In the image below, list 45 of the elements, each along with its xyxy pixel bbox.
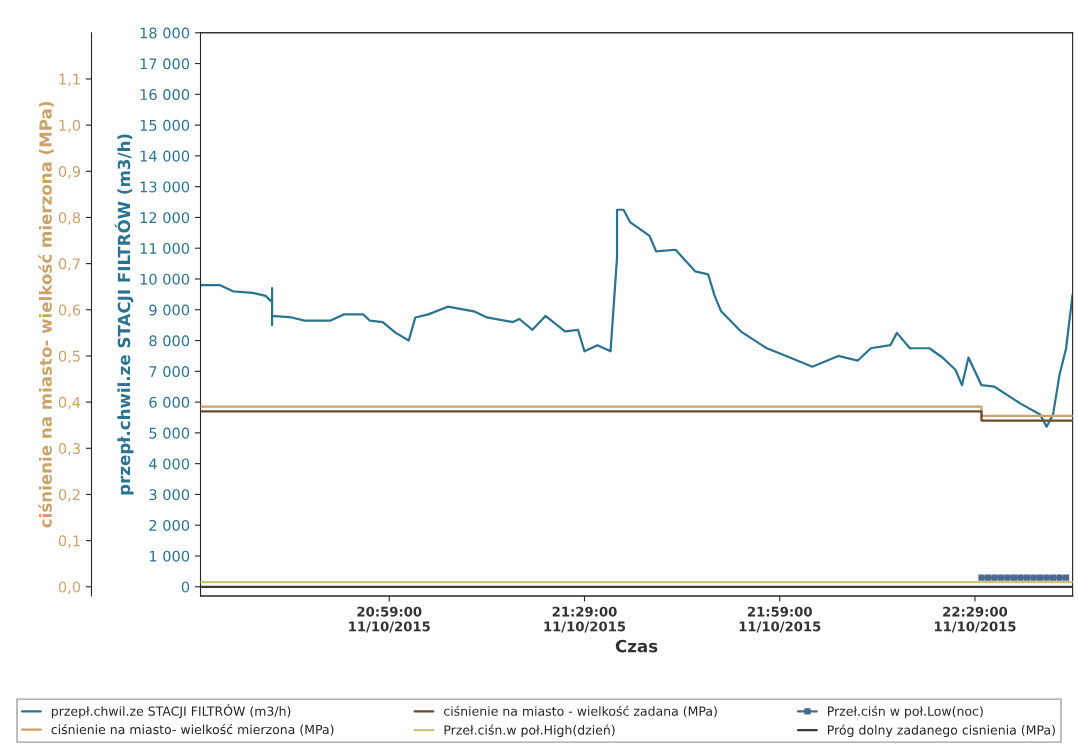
y-tick-label: 8 000 <box>149 335 190 347</box>
legend-label: Próg dolny zadanego cisnienia (MPa) <box>827 724 1055 738</box>
y-tick-label: 9 000 <box>149 304 190 316</box>
y2-tick-label: 0,9 <box>58 165 81 179</box>
legend-label: ciśnienie na miasto- wielkość mierzona (MPa) <box>51 724 334 736</box>
y-tick-label: 7 000 <box>149 366 190 378</box>
legend-label: Przeł.ciśn.w poł.High(dzień) <box>444 724 615 738</box>
y2-tick-label: 0,1 <box>58 535 80 548</box>
y2-tick-label: 1,0 <box>59 119 81 133</box>
x-axis-title: Czas <box>615 639 658 653</box>
x-tick-label: 22:29:00 11/10/2015 <box>934 606 1016 633</box>
x-tick-label: 21:29:00 11/10/2015 <box>544 606 626 633</box>
y-tick-label: 18 000 <box>140 27 190 39</box>
y-tick-label: 5 000 <box>149 427 190 439</box>
y2-tick-label: 0,5 <box>58 350 80 364</box>
y-tick-label: 1 000 <box>149 550 190 562</box>
x-tick-label: 20:59:00 11/10/2015 <box>349 606 430 633</box>
y2-tick-label: 0,3 <box>58 442 80 456</box>
y2-tick-label: 0,0 <box>58 581 81 594</box>
y-tick-label: 2 000 <box>149 519 190 531</box>
y-axis-title: przepł.chwil.ze STACJI FILTRÓW (m3/h) <box>114 134 134 495</box>
y-tick-label: 6 000 <box>149 396 190 408</box>
y-tick-label: 17 000 <box>140 58 190 70</box>
y2-tick-label: 0,4 <box>58 396 81 410</box>
y2-tick-label: 0,2 <box>58 489 80 502</box>
y-tick-label: 13 000 <box>140 181 190 193</box>
y-tick-label: 3 000 <box>149 489 190 501</box>
y2-tick-label: 1,1 <box>59 73 80 87</box>
y2-axis-title: ciśnienie na miasto- wielkość mierzona (MPa) <box>38 101 54 528</box>
legend-label: ciśnienie na miasto - wielkość zadana (MPa) <box>444 705 717 718</box>
y2-tick-label: 0,8 <box>58 212 81 225</box>
y-tick-label: 11 000 <box>140 242 190 254</box>
y-tick-label: 12 000 <box>140 212 190 224</box>
legend-label: Przeł.ciśn w poł.Low(noc) <box>827 705 983 719</box>
y-tick-label: 4 000 <box>149 458 190 470</box>
y-tick-label: 0 <box>181 581 190 593</box>
y2-tick-label: 0,7 <box>58 258 80 271</box>
y2-tick-label: 0,6 <box>58 304 81 318</box>
y-tick-label: 15 000 <box>140 119 190 131</box>
y-tick-label: 14 000 <box>140 150 190 162</box>
y-tick-label: 16 000 <box>140 89 190 101</box>
legend-label: przepł.chwil.ze STACJI FILTRÓW (m3/h) <box>51 704 291 719</box>
line-series <box>200 208 1073 428</box>
x-tick-label: 21:59:00 11/10/2015 <box>739 606 821 633</box>
y-tick-label: 10 000 <box>140 273 190 285</box>
